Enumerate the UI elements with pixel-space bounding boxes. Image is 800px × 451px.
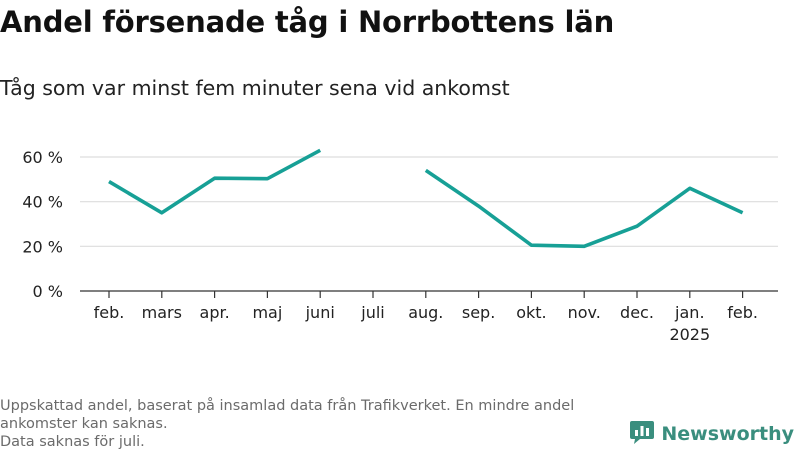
x-tick-label: dec. [620, 303, 654, 322]
x-tick-label: juni [305, 303, 335, 322]
y-tick-label: 60 % [22, 148, 63, 167]
series-line-segment [424, 168, 744, 249]
x-tick-label: mars [142, 303, 182, 322]
footnote-line-3: Data saknas för juli. [0, 434, 145, 450]
x-tick-label: aug. [408, 303, 443, 322]
x-tick-sublabel: 2025 [669, 325, 710, 344]
footnote-line-1: Uppskattad andel, baserat på insamlad da… [0, 398, 575, 414]
footnote: Uppskattad andel, baserat på insamlad da… [0, 397, 640, 451]
x-tick-label: apr. [200, 303, 230, 322]
line-chart: 0 % 20 % 40 % 60 % feb. mars apr. maj juni juli a… [22, 148, 778, 344]
chart-title: Andel försenade tåg i Norrbottens län [0, 5, 615, 39]
grid-lines [80, 156, 778, 292]
x-tick-label: juli [360, 303, 384, 322]
series-line-segment [108, 148, 322, 215]
y-tick-label: 20 % [22, 237, 63, 256]
brand: Newsworthy [629, 420, 794, 448]
x-tick-label: maj [252, 303, 282, 322]
brand-name: Newsworthy [661, 423, 794, 445]
x-tick-label: okt. [516, 303, 546, 322]
x-tick-label: nov. [568, 303, 601, 322]
chart-subtitle: Tåg som var minst fem minuter sena vid a… [0, 76, 510, 100]
y-tick-label: 40 % [22, 193, 63, 212]
x-tick-label: feb. [94, 303, 125, 322]
y-tick-label: 0 % [33, 282, 63, 301]
x-axis-ticks: feb. mars apr. maj juni juli aug. sep. okt. nov. d… [94, 291, 758, 344]
data-series [108, 148, 744, 249]
x-tick-label: feb. [727, 303, 758, 322]
x-tick-label: jan. [674, 303, 704, 322]
footnote-line-2: ankomster kan saknas. [0, 416, 168, 432]
y-axis-tick-labels: 0 % 20 % 40 % 60 % [22, 148, 63, 301]
newsworthy-logo-icon [629, 419, 655, 449]
x-tick-label: sep. [462, 303, 495, 322]
